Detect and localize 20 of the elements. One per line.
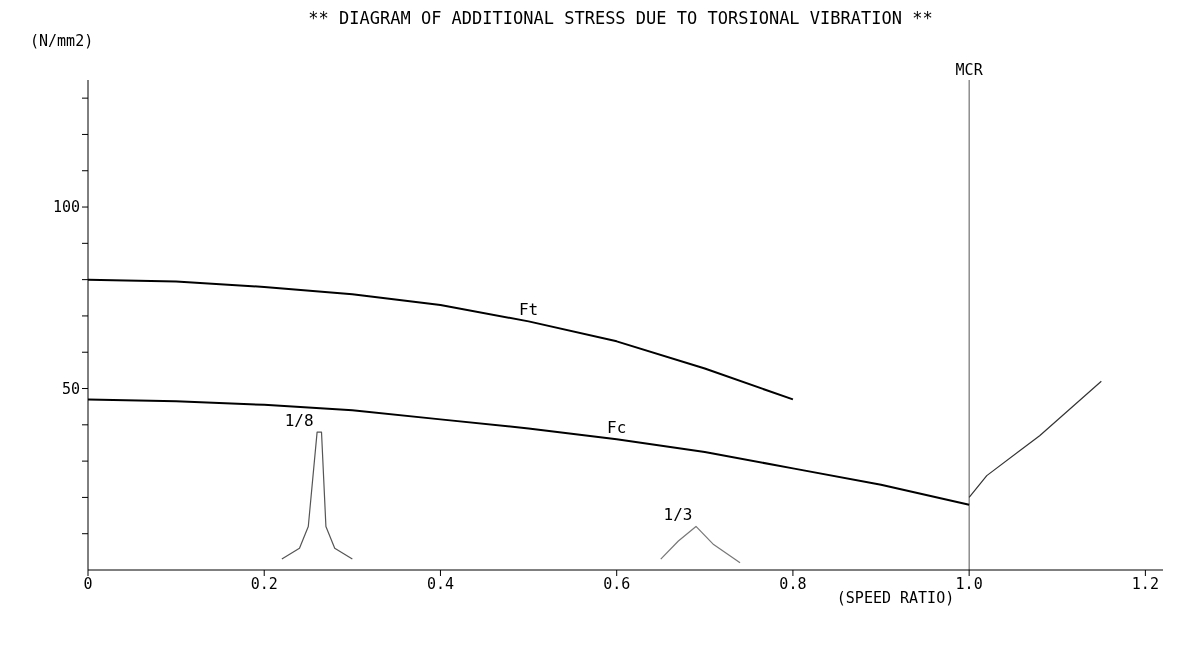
x-tick-label: 0.6 [603,574,631,593]
y-tick-label: 100 [52,198,80,217]
x-tick-label: 0.4 [426,574,455,593]
x-tick-label: 1.2 [1131,574,1159,593]
x-axis-title: (SPEED RATIO) [836,588,955,607]
line-series [968,380,1102,499]
y-tick-label: 50 [61,379,80,398]
series-label: Fc [607,418,627,438]
series-label: 1/3 [663,505,693,525]
x-tick-label: 0.2 [250,574,278,593]
y-axis-title: (N/mm2) [30,32,95,50]
x-tick-label: 0.8 [779,574,807,593]
series-label: 1/8 [284,411,314,431]
x-tick-label: 1.0 [955,574,983,593]
ref-line-label: MCR [955,61,984,79]
line-series [660,525,741,564]
x-tick-label: 0 [83,574,93,593]
series-label: Ft [518,300,539,320]
line-series [281,431,353,560]
chart-title: ** DIAGRAM OF ADDITIONAL STRESS DUE TO TORSIONAL VIBRATION ** [307,8,934,30]
